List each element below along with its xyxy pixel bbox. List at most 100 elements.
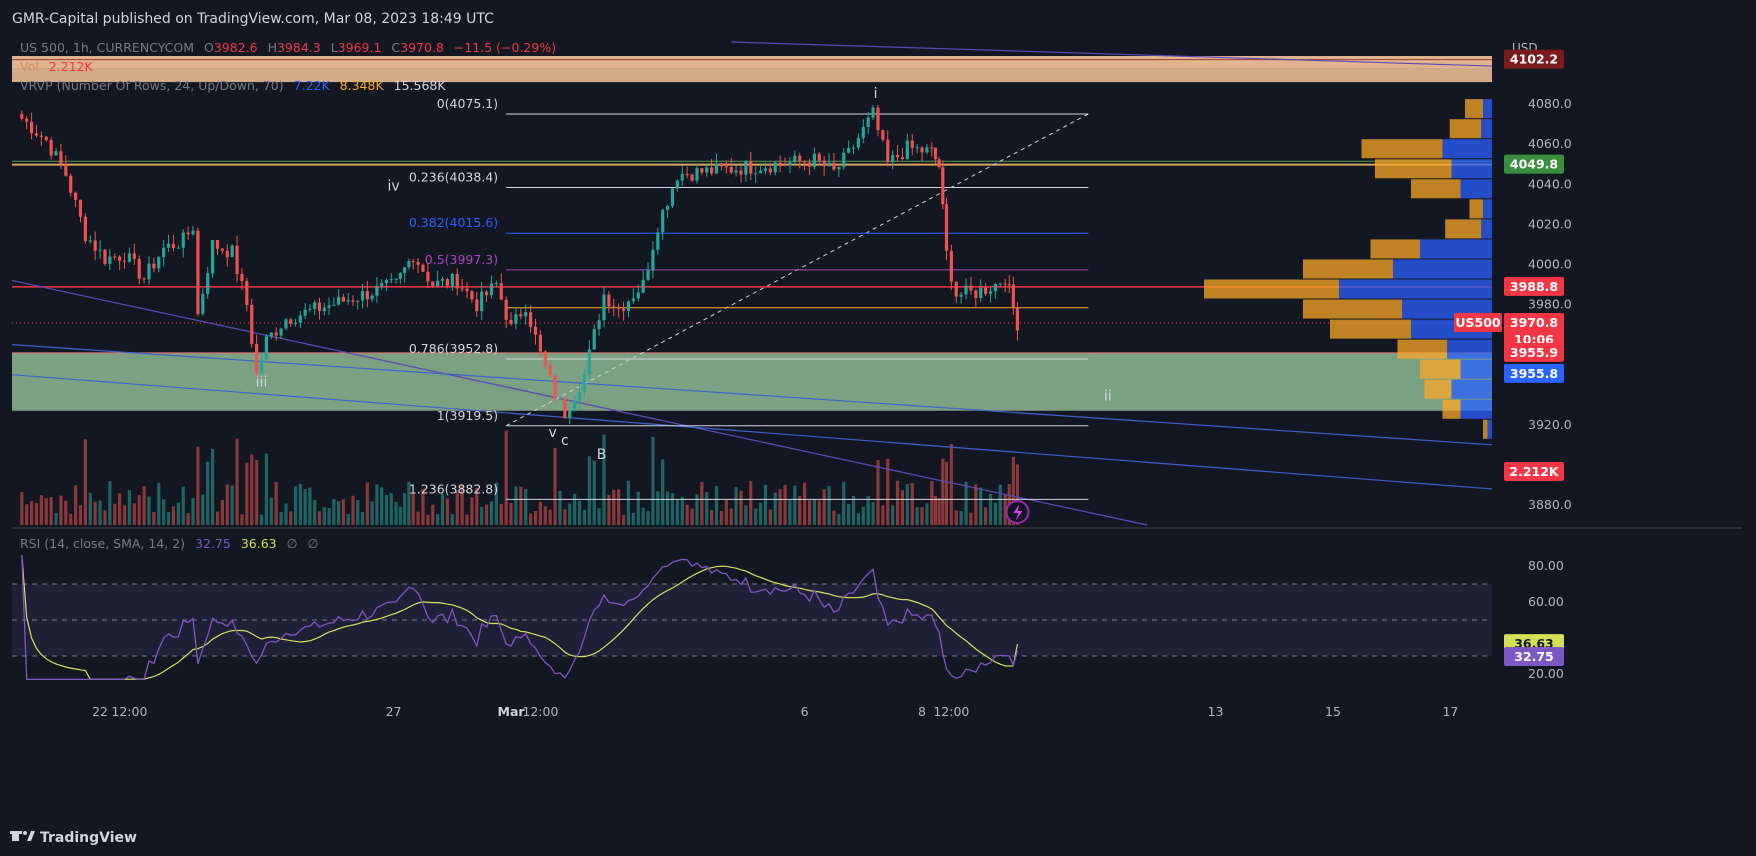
vp-row-up-12: [1447, 339, 1492, 359]
volume-bar: [636, 491, 640, 525]
candle-body: [695, 168, 699, 181]
volume-bar: [812, 499, 816, 525]
publish-text: GMR-Capital published on TradingView.com…: [12, 11, 494, 27]
volume-bar: [29, 501, 34, 525]
footer: TradingView: [0, 818, 1756, 856]
candle-body: [127, 253, 132, 262]
candle-body: [734, 170, 738, 173]
volume-bar: [460, 484, 464, 525]
candle-body: [196, 230, 200, 314]
volume-bar: [69, 513, 73, 525]
vp-row-down-15: [1442, 399, 1461, 419]
candle-body: [529, 312, 533, 327]
volume-bar: [108, 481, 112, 525]
candle-body: [351, 300, 355, 302]
volume-bar: [969, 512, 973, 525]
candle-body: [666, 205, 670, 210]
candle-body: [959, 294, 963, 297]
vrvp-down: 8.348K: [340, 78, 385, 93]
candle-body: [954, 281, 958, 297]
candle-body: [25, 118, 29, 122]
volume-bar: [959, 510, 963, 525]
fib-label-0: 0(4075.1): [437, 96, 498, 111]
volume-bar: [910, 482, 914, 525]
label-top-zone-bg: [1504, 49, 1564, 69]
wave-label-iv: iv: [388, 178, 400, 194]
candle-body: [876, 107, 880, 131]
volume-bar: [337, 501, 341, 525]
volume-bar: [587, 456, 591, 525]
candle-body: [533, 326, 538, 335]
volume-bar: [866, 495, 870, 525]
volume-bar: [988, 493, 993, 525]
candle-body: [905, 140, 909, 160]
candle-body: [225, 250, 229, 258]
volume-bar: [954, 510, 958, 525]
candle-body: [201, 293, 205, 314]
candle-body: [739, 170, 743, 175]
vp-row-down-8: [1303, 259, 1393, 279]
candle-body: [621, 308, 626, 311]
volume-bar: [822, 489, 826, 525]
volume-bar: [524, 488, 528, 525]
candle-body: [705, 167, 709, 173]
price-tick-0: 4080.0: [1528, 96, 1572, 111]
candle-body: [724, 166, 728, 168]
candle-body: [69, 175, 73, 193]
candle-body: [389, 279, 393, 281]
chart-canvas[interactable]: 0(4075.1) 0.236(4038.4) 0.382(4015.6) 0.5(3…: [12, 36, 1742, 824]
candle-body: [925, 147, 929, 153]
volume-bar: [411, 492, 415, 525]
candles: [20, 104, 1020, 424]
candle-body: [327, 305, 331, 308]
candle-body: [455, 273, 459, 289]
rsi-line: [21, 555, 1019, 681]
candle-body: [758, 170, 763, 174]
rsi-pane: [12, 555, 1492, 681]
rsi-tick-0: 80.00: [1528, 558, 1564, 573]
wave-label-B: B: [597, 447, 607, 463]
candle-body: [656, 232, 660, 250]
volume-bar: [754, 508, 758, 525]
candle-body: [729, 167, 733, 173]
volume-bar: [783, 485, 787, 525]
volume-bar: [734, 486, 738, 525]
candle-body: [861, 126, 865, 139]
volume-bar: [494, 482, 498, 525]
vrvp-up: 7.22K: [294, 78, 331, 93]
wave-label-ii: ii: [1104, 389, 1112, 405]
open-value: 3982.6: [214, 40, 258, 55]
volume-bar: [103, 510, 107, 525]
volume-bar: [147, 496, 151, 525]
vp-row-down-9: [1204, 279, 1339, 299]
candle-body: [944, 204, 949, 251]
candle-body: [298, 315, 302, 323]
volume-bar: [778, 489, 782, 525]
candle-body: [1015, 307, 1020, 331]
channel-line-upper: [12, 344, 1493, 446]
candle-body: [587, 349, 591, 375]
volume-bar: [274, 481, 278, 525]
candle-body: [1007, 284, 1011, 286]
vp-row-up-5: [1483, 199, 1492, 219]
candle-body: [524, 312, 528, 317]
volume-bar: [881, 505, 885, 525]
volume-bar: [365, 482, 369, 525]
candle-body: [933, 147, 938, 160]
candle-body: [597, 320, 601, 330]
volume-bar: [798, 496, 802, 525]
candle-body: [900, 157, 905, 160]
price-tick-7: 3880.0: [1528, 497, 1572, 512]
candle-body: [230, 245, 234, 258]
volume-bar: [398, 506, 402, 525]
candle-body: [988, 291, 993, 294]
vp-row-down-11: [1330, 319, 1411, 339]
candle-body: [812, 153, 816, 167]
vp-row-up-0: [1483, 99, 1492, 119]
volume-bar: [758, 502, 763, 525]
candle-body: [411, 261, 415, 263]
chart-panel[interactable]: 0(4075.1) 0.236(4038.4) 0.382(4015.6) 0.5(3…: [12, 36, 1742, 824]
volume-bar: [793, 485, 797, 525]
volume-bar: [626, 480, 631, 525]
label-zone-red: 3955.9: [1510, 345, 1558, 360]
